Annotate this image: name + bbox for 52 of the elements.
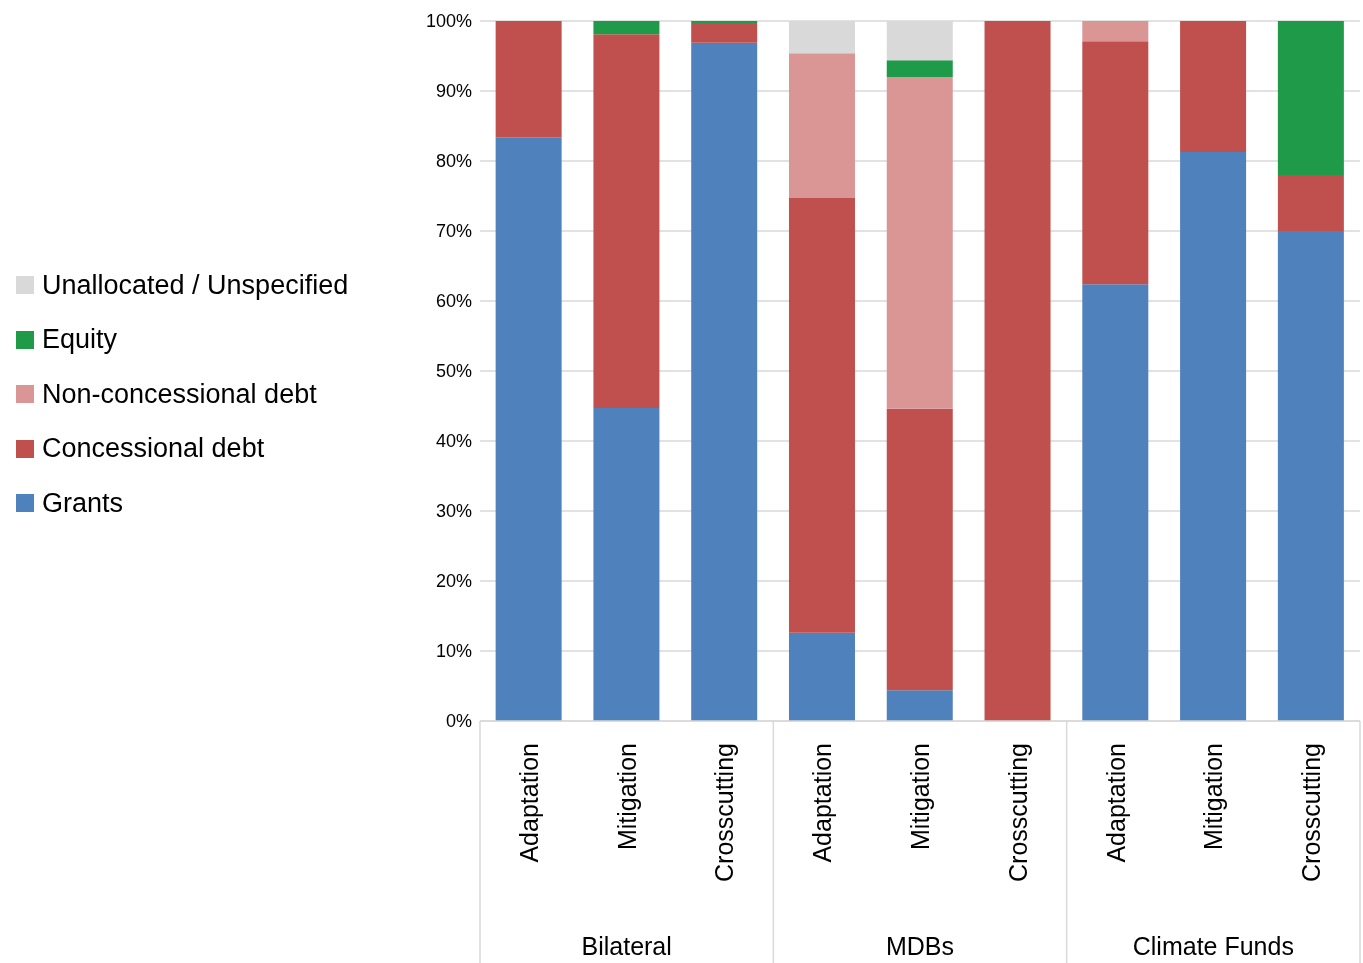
x-tick-label: Adaptation (514, 743, 543, 863)
bar (886, 77, 953, 409)
bar (1082, 21, 1149, 42)
legend-label: Non-concessional debt (42, 378, 317, 410)
bar (1277, 21, 1344, 175)
y-tick-label: 90% (435, 81, 472, 102)
x-tick-label: Crosscutting (710, 743, 739, 882)
bar (788, 632, 855, 721)
y-tick-label: 10% (435, 641, 472, 662)
x-tick-label: Adaptation (808, 743, 837, 863)
bar (691, 42, 758, 721)
bar (1277, 175, 1344, 231)
text: Bilateral (581, 932, 672, 960)
y-tick-label: 0% (445, 711, 472, 732)
bar (1180, 151, 1247, 721)
legend-label: Concessional debt (42, 433, 265, 465)
x-tick-label: Mitigation (906, 743, 934, 850)
x-tick-label: Mitigation (1199, 743, 1228, 850)
bar (495, 137, 562, 721)
y-tick-label: 40% (435, 431, 472, 452)
x-tick-label: Crosscutting (1003, 743, 1032, 882)
bar (495, 21, 562, 138)
x-tick-label: Mitigation (612, 743, 641, 850)
y-tick-label: 100% (425, 11, 472, 32)
bar (593, 34, 660, 409)
y-tick-label: 80% (435, 151, 472, 172)
bar (691, 21, 758, 24)
bar (1180, 21, 1247, 152)
legend-label: Unallocated / Unspecified (42, 269, 349, 301)
bar (1082, 284, 1149, 721)
text: MDBs (885, 932, 955, 960)
y-tick-label: 50% (435, 361, 472, 382)
x-tick-label: Crosscutting (1297, 743, 1326, 882)
y-tick-label: 30% (435, 501, 472, 522)
y-tick-label: 20% (435, 571, 472, 592)
bar (886, 408, 953, 691)
bar (593, 408, 660, 721)
bar (1082, 41, 1149, 285)
legend-label: Grants (42, 487, 124, 519)
bar (593, 21, 660, 35)
bar (788, 53, 855, 199)
bar (691, 23, 758, 43)
legend-label: Equity (42, 324, 118, 356)
text: Climate Funds (1132, 932, 1294, 960)
x-tick-label: Adaptation (1101, 743, 1130, 863)
bar (886, 60, 953, 77)
y-tick-label: 60% (435, 291, 472, 312)
bar (984, 21, 1051, 721)
bar (1277, 231, 1344, 721)
bar (886, 690, 953, 721)
y-tick-label: 70% (435, 221, 472, 242)
bar (788, 198, 855, 633)
